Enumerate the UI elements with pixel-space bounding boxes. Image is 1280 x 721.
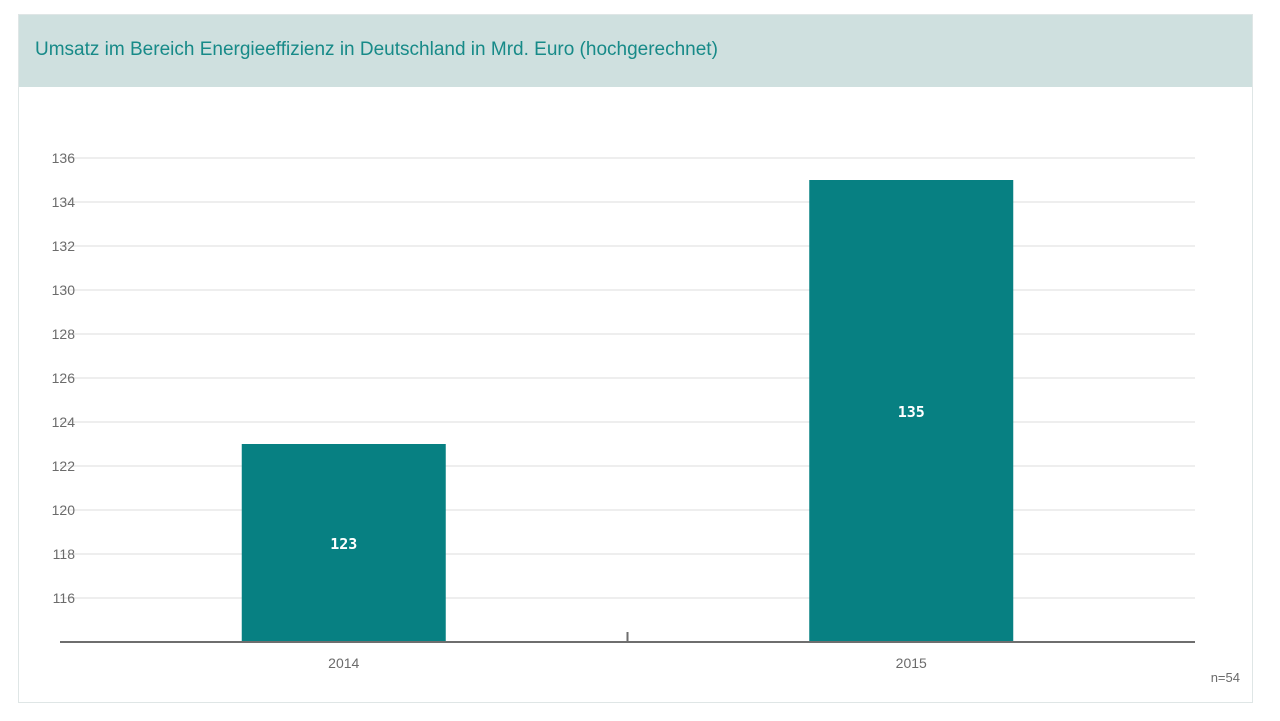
y-tick-label: 124 <box>52 414 76 430</box>
y-tick-label: 120 <box>52 502 76 518</box>
y-tick-label: 126 <box>52 370 76 386</box>
y-tick-label: 132 <box>52 238 76 254</box>
bar <box>809 180 1014 642</box>
x-tick-label: 2014 <box>328 655 359 671</box>
y-tick-label: 130 <box>52 282 76 298</box>
y-tick-label: 118 <box>53 546 76 562</box>
y-tick-label: 134 <box>52 194 76 210</box>
bar-data-label: 135 <box>898 403 925 421</box>
sample-size-note: n=54 <box>1210 670 1240 685</box>
chart-title: Umsatz im Bereich Energieeffizienz in De… <box>35 39 718 60</box>
bar-data-label: 123 <box>330 535 357 553</box>
chart-card: Umsatz im Bereich Energieeffizienz in De… <box>18 14 1253 703</box>
y-tick-label: 136 <box>52 150 76 166</box>
x-tick-label: 2015 <box>896 655 927 671</box>
y-tick-label: 128 <box>52 326 76 342</box>
y-tick-label: 116 <box>53 590 76 606</box>
chart-header: Umsatz im Bereich Energieeffizienz in De… <box>19 15 1252 87</box>
bar <box>241 444 446 642</box>
y-tick-label: 122 <box>52 458 76 474</box>
